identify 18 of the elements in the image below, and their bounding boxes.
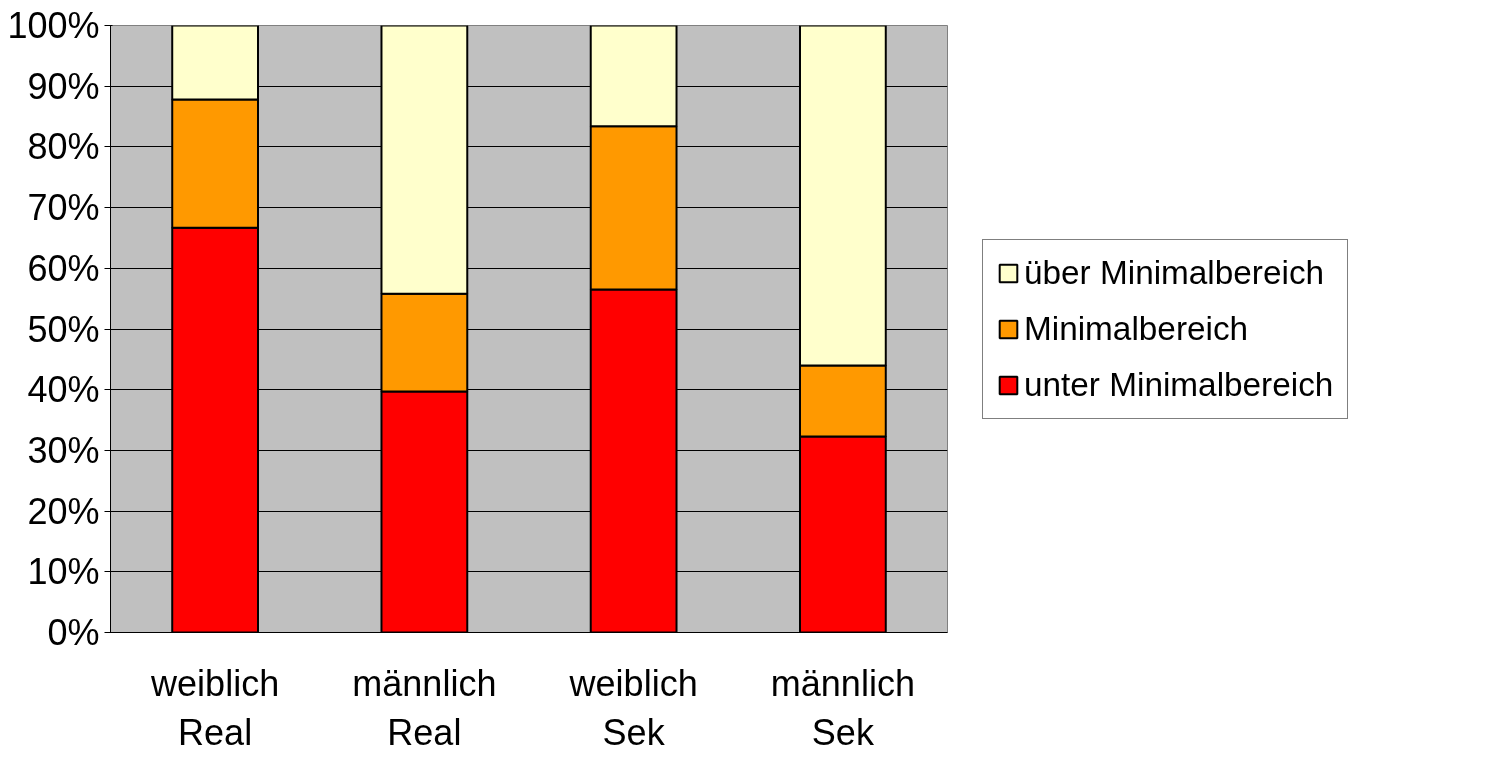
y-tick-label: 30% (27, 429, 100, 471)
y-tick-label: 100% (7, 5, 100, 46)
legend-label: unter Minimalbereich (1024, 365, 1334, 404)
y-tick-label: 0% (47, 612, 100, 653)
y-tick-label: 10% (27, 551, 100, 593)
y-tick-label: 40% (27, 369, 100, 411)
x-tick-label: weiblich Real (150, 662, 280, 753)
y-tick-label: 80% (27, 126, 100, 168)
y-tick-label: 20% (27, 490, 100, 532)
x-tick-label: weiblich Sek (568, 662, 698, 753)
y-tick-label: 70% (27, 187, 100, 229)
x-tick-label: männlich Sek (770, 662, 915, 753)
y-tick-label: 60% (27, 247, 100, 289)
y-tick-label: 90% (27, 65, 100, 107)
legend-label: über Minimalbereich (1024, 253, 1325, 292)
y-tick-label: 50% (27, 308, 100, 350)
legend-label: Minimalbereich (1024, 309, 1249, 348)
x-tick-label: männlich Real (352, 662, 497, 753)
